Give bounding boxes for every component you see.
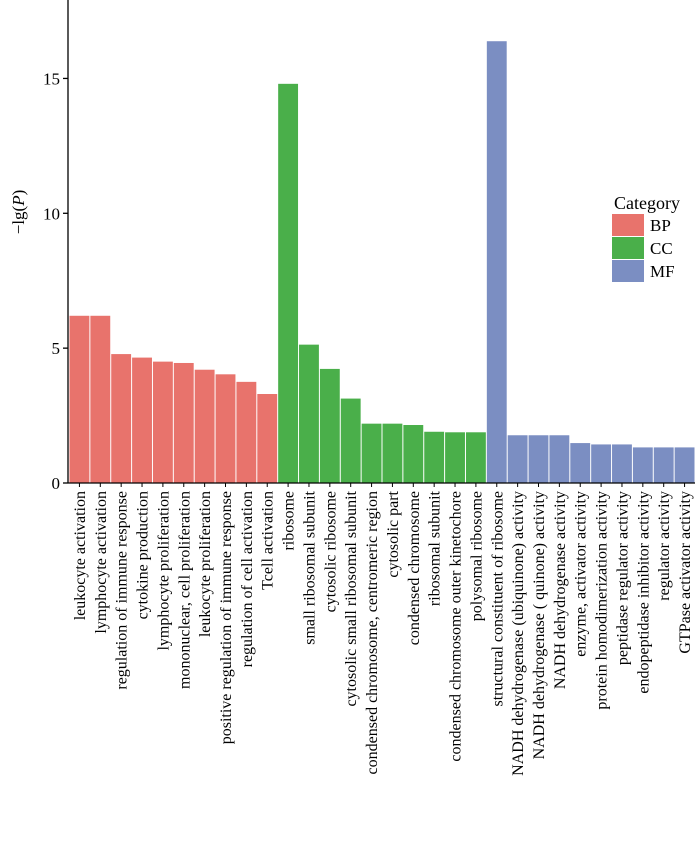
legend-swatch-mf	[612, 260, 644, 282]
x-label-3: regulation of immune response	[114, 491, 131, 690]
bar-26	[591, 444, 612, 483]
legend-label-bp: BP	[650, 216, 671, 235]
y-axis-label-suffix: )	[9, 190, 28, 196]
y-tick-label-5: 5	[52, 339, 61, 358]
bar-22	[507, 435, 528, 483]
x-label-27: peptidase regulator activity	[614, 491, 631, 665]
y-ticks-group: 0 5 10 15	[43, 69, 68, 493]
x-label-17: condensed chromosome	[406, 491, 423, 645]
legend: Category BP CC MF	[612, 193, 680, 282]
x-label-6: mononuclear, cell proliferation	[176, 491, 193, 689]
legend-title: Category	[614, 193, 680, 213]
x-label-21: structural constituent of ribosome	[489, 491, 506, 707]
bar-2	[90, 315, 111, 483]
bar-29	[653, 447, 674, 483]
x-label-10: Tcell activation	[260, 491, 277, 590]
bar-16	[382, 423, 403, 483]
bar-11	[278, 83, 299, 483]
bar-28	[632, 447, 653, 483]
bar-20	[465, 432, 486, 483]
bar-3	[111, 354, 132, 483]
x-label-23: NADH dehydrogenase ( quinone) activity	[531, 491, 548, 759]
x-label-14: cytosolic small ribosomal subunit	[343, 490, 360, 706]
x-label-18: ribosomal subunit	[427, 490, 444, 606]
bar-30	[674, 447, 695, 483]
bar-13	[319, 368, 340, 483]
bar-8	[215, 374, 236, 483]
bar-10	[257, 394, 278, 483]
legend-label-mf: MF	[650, 262, 675, 281]
bar-6	[173, 362, 194, 483]
legend-swatch-bp	[612, 214, 644, 236]
x-label-7: leukocyte proliferation	[197, 491, 214, 637]
axes-group	[67, 0, 695, 484]
x-label-26: protein homodimerization activity	[594, 491, 611, 710]
x-label-29: regulator activity	[656, 491, 673, 601]
bar-24	[549, 435, 570, 483]
y-tick-label-15: 15	[43, 69, 60, 88]
bar-15	[361, 423, 382, 483]
x-label-30: GTPase activator activity	[677, 491, 694, 654]
bar-17	[403, 425, 424, 483]
bar-21	[486, 41, 507, 483]
y-tick-label-10: 10	[43, 204, 60, 223]
bar-18	[424, 431, 445, 483]
x-label-8: positive regulation of immune response	[218, 491, 235, 744]
x-label-20: polysomal ribosome	[468, 491, 485, 621]
y-tick-label-0: 0	[52, 474, 61, 493]
x-label-11: ribosome	[281, 491, 298, 551]
x-label-25: enzyme, activator activity	[573, 491, 590, 657]
bar-14	[340, 398, 361, 483]
bar-7	[194, 369, 215, 483]
bar-5	[152, 361, 173, 483]
y-axis-label-prefix: −lg(	[9, 205, 28, 234]
legend-swatch-cc	[612, 237, 644, 259]
bar-4	[132, 357, 152, 483]
bar-23	[528, 435, 549, 483]
bar-1	[69, 315, 90, 483]
x-label-5: lymphocyte proliferation	[155, 491, 172, 651]
bar-27	[612, 444, 632, 483]
x-label-24: NADH dehydrogenase activity	[552, 491, 569, 689]
x-label-19: condensed chromosome outer kinetochore	[448, 491, 465, 762]
x-labels-group: leukocyte activation lymphocyte activatio…	[72, 483, 694, 776]
bar-9	[236, 381, 257, 483]
x-label-4: cytokine production	[135, 491, 152, 619]
bar-19	[445, 432, 465, 483]
x-label-12: small ribosomal subunit	[301, 490, 318, 644]
legend-label-cc: CC	[650, 239, 673, 258]
x-label-9: regulation of cell activation	[239, 491, 256, 667]
x-label-2: lymphocyte activation	[93, 491, 110, 634]
bars-group	[69, 41, 695, 483]
x-label-16: cytosolic part	[385, 490, 402, 577]
y-axis-label: −lg(P)	[9, 190, 28, 235]
x-label-22: NADH dehydrogenase (ubiquinone) activity	[510, 491, 527, 776]
y-axis-label-italic: P	[9, 195, 28, 206]
x-label-1: leukocyte activation	[72, 491, 89, 620]
x-label-13: cytosolic ribosome	[322, 491, 339, 612]
bar-25	[570, 443, 591, 483]
bar-12	[299, 344, 319, 483]
x-label-28: endopeptidase inhibitor activity	[635, 491, 652, 694]
x-label-15: condensed chromosome, centromeric region	[364, 491, 381, 774]
